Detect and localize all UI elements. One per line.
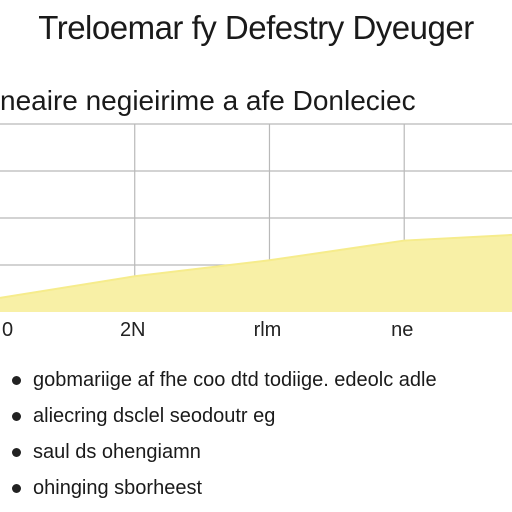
bullet-list: gobmariige af fhe coo dtd todiige. edeol… [8, 362, 508, 506]
bullet-icon [12, 447, 21, 457]
list-item-text: aliecring dsclel seodoutr eg [33, 404, 276, 427]
list-item: ohinging sborheest [8, 470, 508, 506]
bullet-icon [12, 483, 21, 493]
list-item-text: ohinging sborheest [33, 476, 203, 499]
list-item: aliecring dsclel seodoutr eg [8, 398, 508, 434]
list-item-text: saul ds ohengiamn [33, 440, 201, 463]
x-tick-label: 0 [2, 319, 13, 341]
x-tick-label: ne [391, 319, 413, 341]
bullet-icon [12, 411, 21, 421]
list-item: saul ds ohengiamn [8, 434, 508, 470]
chart-subtitle: neaire negieirime a afe Donleciec [0, 85, 416, 116]
area-chart: 0 2N rlm ne [0, 123, 512, 341]
bullet-icon [12, 375, 21, 385]
area-fill [0, 234, 512, 312]
chart-title: Treloemar fy Defestry Dyeuger [38, 9, 474, 46]
list-item: gobmariige af fhe coo dtd todiige. edeol… [8, 362, 508, 398]
x-tick-label: 2N [120, 319, 146, 341]
list-item-text: gobmariige af fhe coo dtd todiige. edeol… [33, 368, 437, 391]
area-line [0, 233, 512, 299]
x-tick-label: rlm [254, 319, 282, 341]
